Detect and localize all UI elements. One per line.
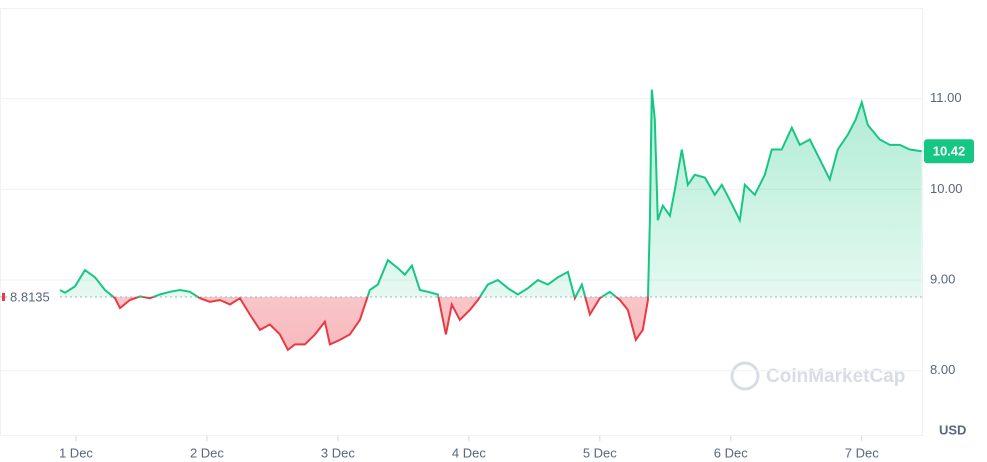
watermark-text: CoinMarketCap	[766, 366, 905, 387]
x-tick-label: 4 Dec	[452, 445, 486, 460]
baseline-label-bg	[8, 287, 58, 306]
y-tick-label: 10.00	[930, 181, 963, 196]
watermark: CoinMarketCap	[730, 361, 905, 391]
y-tick-label: 11.00	[930, 90, 962, 105]
baseline-marker	[2, 292, 5, 301]
area-up	[59, 89, 922, 297]
price-line-up	[59, 89, 922, 297]
x-tick-label: 7 Dec	[845, 445, 879, 460]
x-tick-label: 1 Dec	[59, 445, 93, 460]
baseline-label: 8.8135	[10, 289, 50, 304]
price-line-down	[111, 296, 649, 352]
y-axis-label: USD	[939, 422, 966, 437]
x-tick-label: 2 Dec	[190, 445, 224, 460]
x-tick-label: 3 Dec	[321, 445, 355, 460]
plot-frame	[0, 8, 923, 436]
last-price-badge	[924, 139, 974, 164]
y-tick-label: 9.00	[930, 271, 955, 286]
x-tick-label: 6 Dec	[714, 445, 748, 460]
y-tick-label: 8.00	[930, 362, 955, 377]
x-tick-label: 5 Dec	[583, 445, 617, 460]
area-down	[113, 296, 648, 350]
last-price-label: 10.42	[933, 144, 966, 159]
